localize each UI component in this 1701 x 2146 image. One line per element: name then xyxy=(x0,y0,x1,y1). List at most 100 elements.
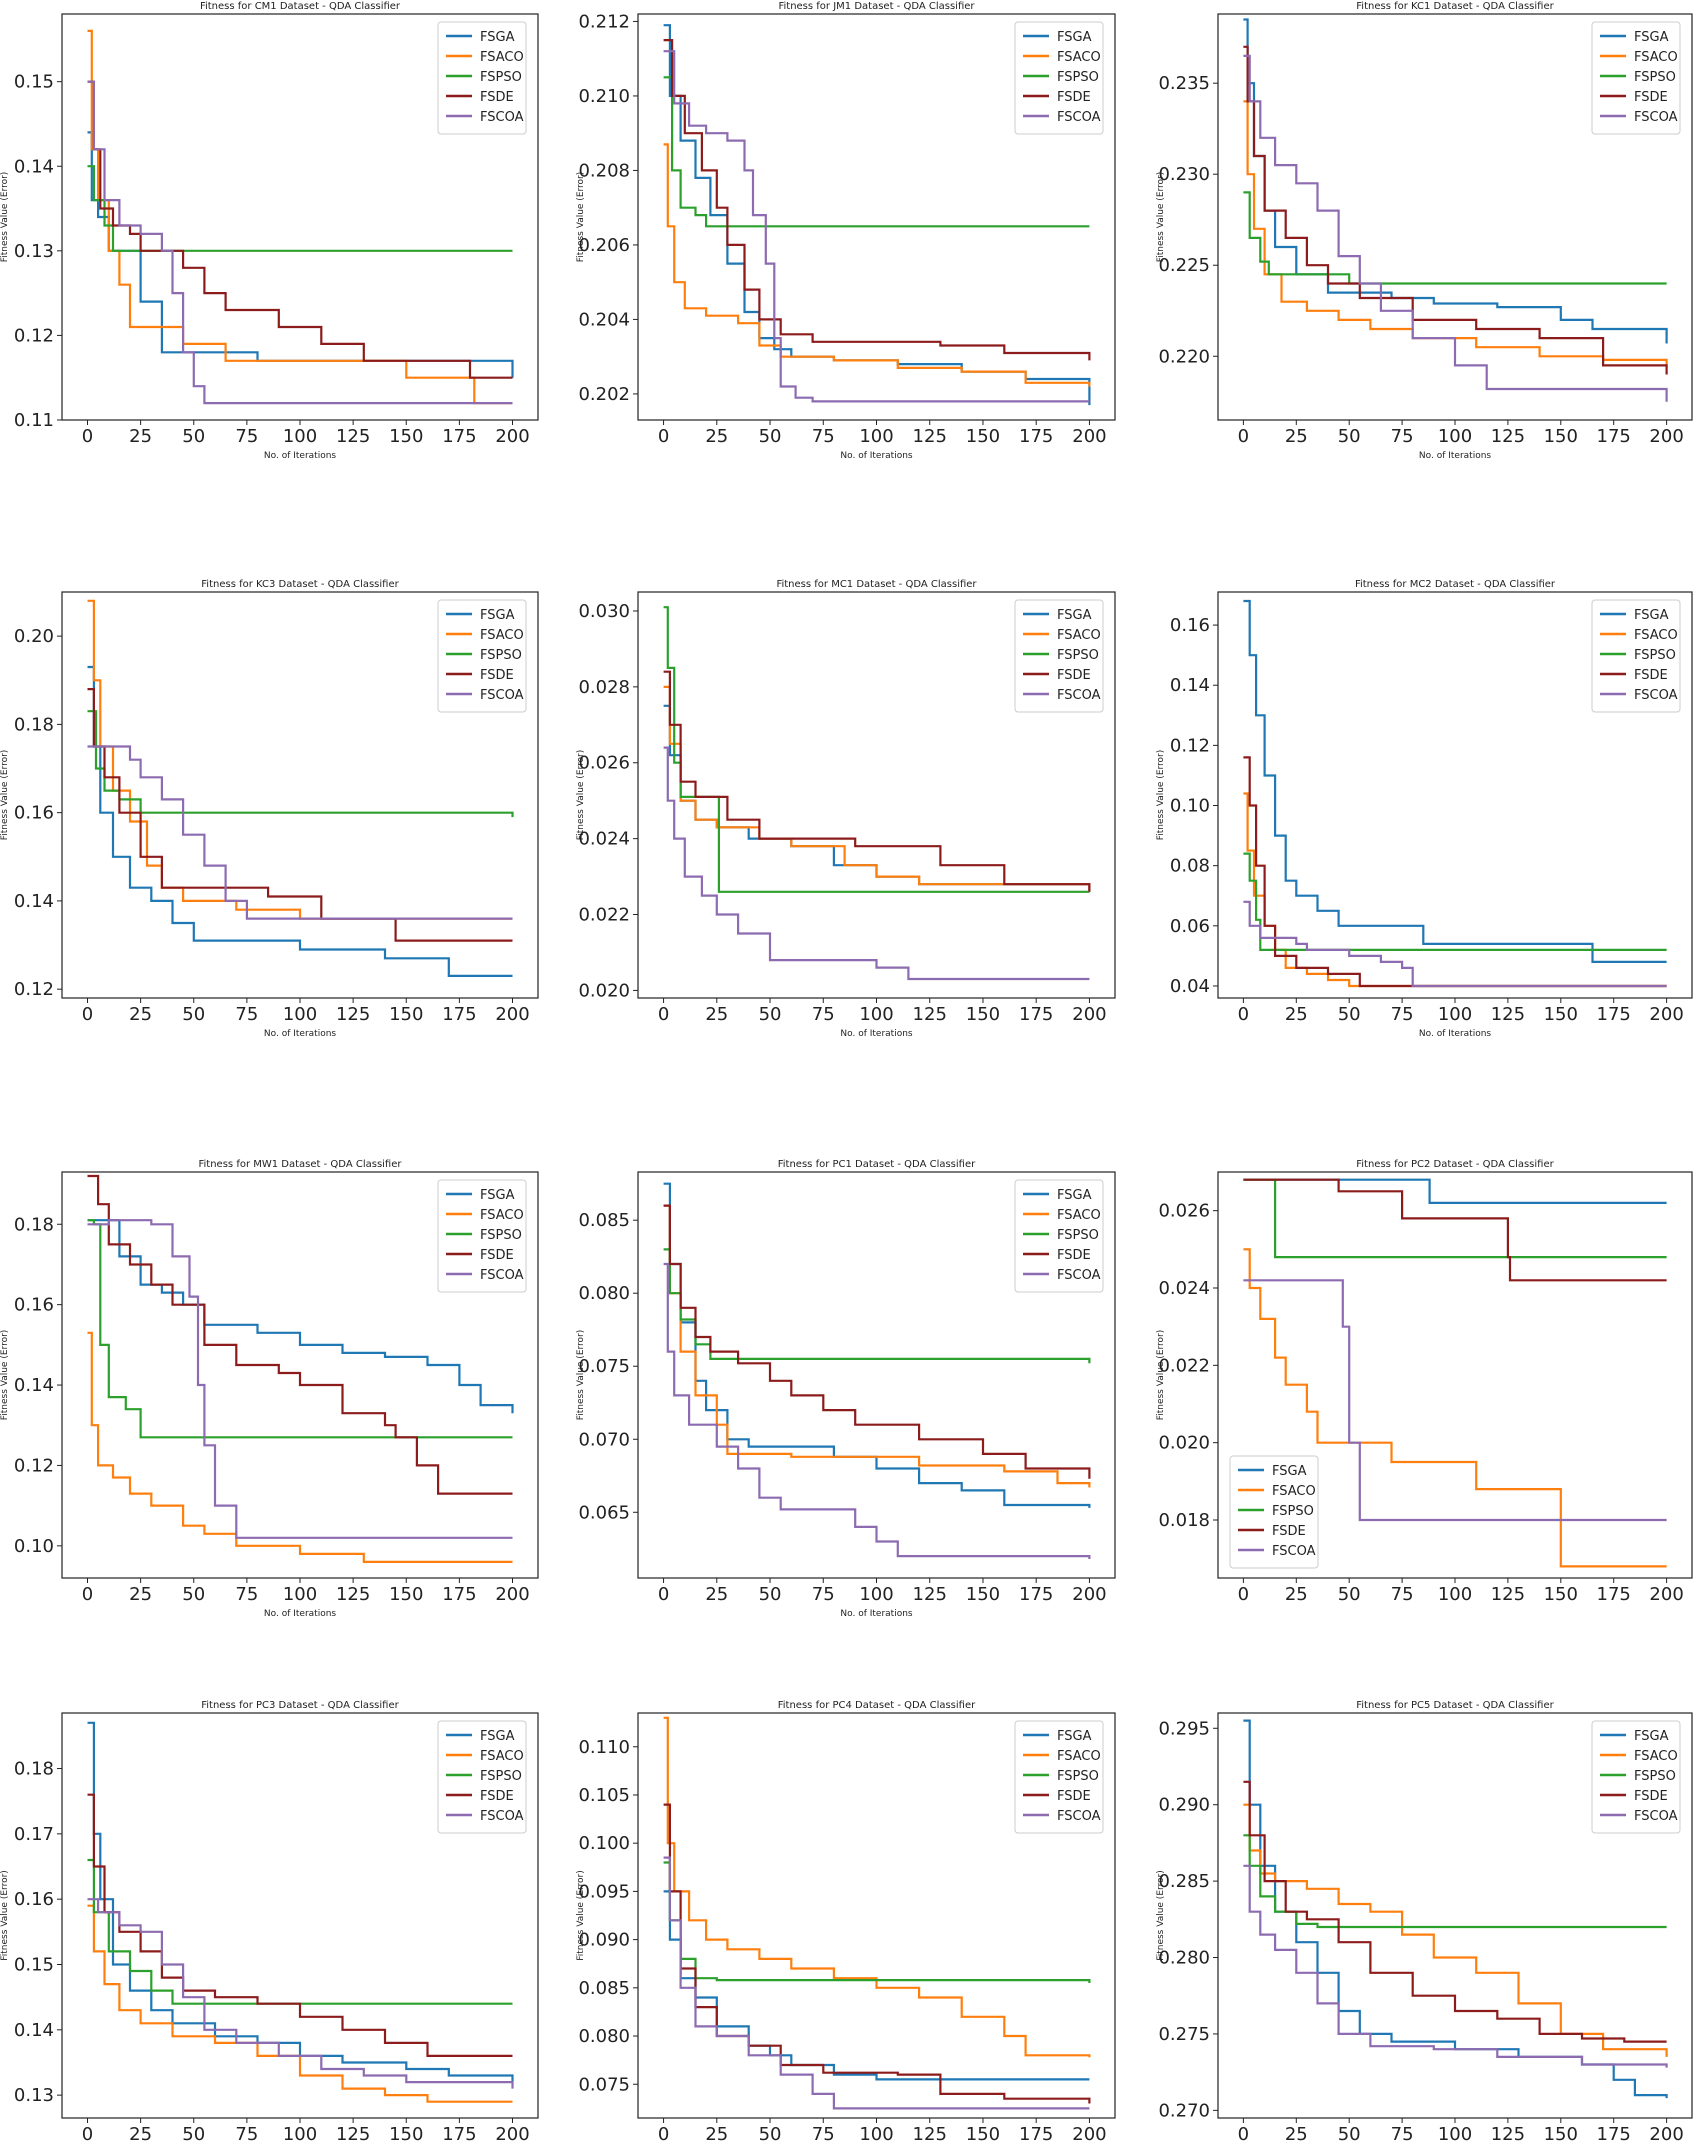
y-tick-label: 0.220 xyxy=(1158,346,1210,367)
legend: FSGA FSACO FSPSO FSDE FSCOA xyxy=(1229,1455,1319,1569)
x-tick-label: 100 xyxy=(283,1004,317,1025)
x-tick-label: 200 xyxy=(1072,1004,1106,1025)
x-tick-label: 175 xyxy=(1597,2124,1631,2145)
x-tick-label: 200 xyxy=(1072,1584,1106,1605)
legend-label: FSACO xyxy=(1057,50,1101,65)
x-tick-label: 125 xyxy=(913,2124,947,2145)
series-line-fsaco xyxy=(663,1204,1091,1488)
chart-panel-2: Fitness for KC1 Dataset - QDA Classifier… xyxy=(1156,1,1693,461)
series-line-fsga xyxy=(663,1182,1091,1508)
x-tick-label: 0 xyxy=(658,1004,669,1025)
x-tick-label: 200 xyxy=(1649,426,1683,447)
y-tick-label: 0.16 xyxy=(14,1295,54,1316)
y-tick-label: 0.16 xyxy=(1170,615,1210,636)
x-axis-label: No. of Iterations xyxy=(264,1029,337,1039)
chart-title: Fitness for KC1 Dataset - QDA Classifier xyxy=(1356,1,1554,12)
y-tick-label: 0.18 xyxy=(14,714,54,735)
x-tick-label: 200 xyxy=(495,1584,529,1605)
y-tick-label: 0.075 xyxy=(578,2074,630,2095)
legend-label: FSDE xyxy=(1634,1789,1668,1804)
legend-label: FSACO xyxy=(1634,628,1678,643)
legend-label: FSACO xyxy=(1057,1749,1101,1764)
series-line-fsde xyxy=(663,39,1091,361)
y-tick-label: 0.080 xyxy=(578,2026,630,2047)
y-tick-label: 0.18 xyxy=(14,1214,54,1235)
y-tick-label: 0.085 xyxy=(578,1210,630,1231)
legend-label: FSDE xyxy=(1272,1524,1306,1539)
x-tick-label: 75 xyxy=(812,2124,835,2145)
legend: FSGA FSACO FSPSO FSDE FSCOA xyxy=(437,1179,527,1293)
legend-label: FSACO xyxy=(1057,1208,1101,1223)
x-tick-label: 50 xyxy=(1338,1584,1361,1605)
x-tick-label: 175 xyxy=(1597,1004,1631,1025)
y-tick-label: 0.290 xyxy=(1158,1795,1210,1816)
legend: FSGA FSACO FSPSO FSDE FSCOA xyxy=(1591,21,1681,135)
y-axis-label: Fitness Value (Error) xyxy=(1156,1330,1166,1421)
legend-label: FSACO xyxy=(1057,628,1101,643)
x-tick-label: 25 xyxy=(129,1584,152,1605)
x-tick-label: 75 xyxy=(235,1004,258,1025)
x-axis-label: No. of Iterations xyxy=(840,1609,913,1619)
legend-label: FSCOA xyxy=(1634,1809,1678,1824)
y-tick-label: 0.075 xyxy=(578,1356,630,1377)
legend-label: FSCOA xyxy=(480,1268,524,1283)
legend: FSGA FSACO FSPSO FSDE FSCOA xyxy=(1014,21,1104,135)
x-tick-label: 150 xyxy=(966,1004,1000,1025)
legend-label: FSPSO xyxy=(480,648,522,663)
x-tick-label: 25 xyxy=(705,1584,728,1605)
x-tick-label: 125 xyxy=(336,2124,370,2145)
series-line-fsde xyxy=(1243,756,1667,988)
y-tick-label: 0.14 xyxy=(14,2020,54,2041)
x-tick-label: 0 xyxy=(82,2124,93,2145)
y-axis-label: Fitness Value (Error) xyxy=(0,1870,10,1961)
series-line-fsde xyxy=(1243,1780,1667,2043)
y-tick-label: 0.212 xyxy=(578,11,630,32)
legend-label: FSDE xyxy=(480,90,514,105)
y-tick-label: 0.030 xyxy=(578,601,630,622)
legend-label: FSPSO xyxy=(1057,1228,1099,1243)
chart-panel-8: Fitness for PC2 Dataset - QDA Classifier… xyxy=(1156,1159,1693,1605)
y-tick-label: 0.230 xyxy=(1158,164,1210,185)
x-tick-label: 0 xyxy=(82,426,93,447)
x-tick-label: 0 xyxy=(1238,1584,1249,1605)
legend-label: FSCOA xyxy=(1057,688,1101,703)
x-tick-label: 175 xyxy=(1597,426,1631,447)
x-tick-label: 150 xyxy=(389,1004,423,1025)
y-axis-label: Fitness Value (Error) xyxy=(0,172,10,263)
legend-box xyxy=(1014,1179,1104,1293)
x-tick-label: 50 xyxy=(759,426,782,447)
legend-label: FSCOA xyxy=(480,688,524,703)
legend-label: FSGA xyxy=(480,608,515,623)
y-tick-label: 0.206 xyxy=(578,235,630,256)
y-tick-label: 0.100 xyxy=(578,1833,630,1854)
y-axis-label: Fitness Value (Error) xyxy=(1156,750,1166,841)
x-tick-label: 200 xyxy=(1649,1004,1683,1025)
y-tick-label: 0.15 xyxy=(14,1954,54,1975)
legend-label: FSCOA xyxy=(480,110,524,125)
y-tick-label: 0.110 xyxy=(578,1737,630,1758)
chart-panel-0: Fitness for CM1 Dataset - QDA Classifier… xyxy=(0,1,539,461)
x-tick-label: 125 xyxy=(336,426,370,447)
x-tick-label: 75 xyxy=(1391,426,1414,447)
y-tick-label: 0.070 xyxy=(578,1429,630,1450)
chart-panel-1: Fitness for JM1 Dataset - QDA Classifier… xyxy=(576,1,1116,461)
legend-label: FSGA xyxy=(1057,30,1092,45)
series-line-fscoa xyxy=(663,1856,1090,2110)
x-tick-label: 200 xyxy=(495,2124,529,2145)
legend-label: FSPSO xyxy=(1057,70,1099,85)
legend: FSGA FSACO FSPSO FSDE FSCOA xyxy=(437,21,527,135)
x-tick-label: 75 xyxy=(235,426,258,447)
series-line-fscoa xyxy=(663,746,1090,981)
x-tick-label: 0 xyxy=(82,1004,93,1025)
series-line-fsde xyxy=(1243,1178,1667,1282)
legend: FSGA FSACO FSPSO FSDE FSCOA xyxy=(1591,1720,1681,1834)
y-tick-label: 0.024 xyxy=(578,829,630,850)
series-line-fsaco xyxy=(663,143,1091,387)
y-tick-label: 0.16 xyxy=(14,1889,54,1910)
legend-box xyxy=(1591,599,1681,713)
series-line-fsde xyxy=(87,1174,513,1495)
x-tick-label: 50 xyxy=(759,1584,782,1605)
legend-label: FSCOA xyxy=(1057,1268,1101,1283)
series-line-fsaco xyxy=(1243,1248,1667,1568)
